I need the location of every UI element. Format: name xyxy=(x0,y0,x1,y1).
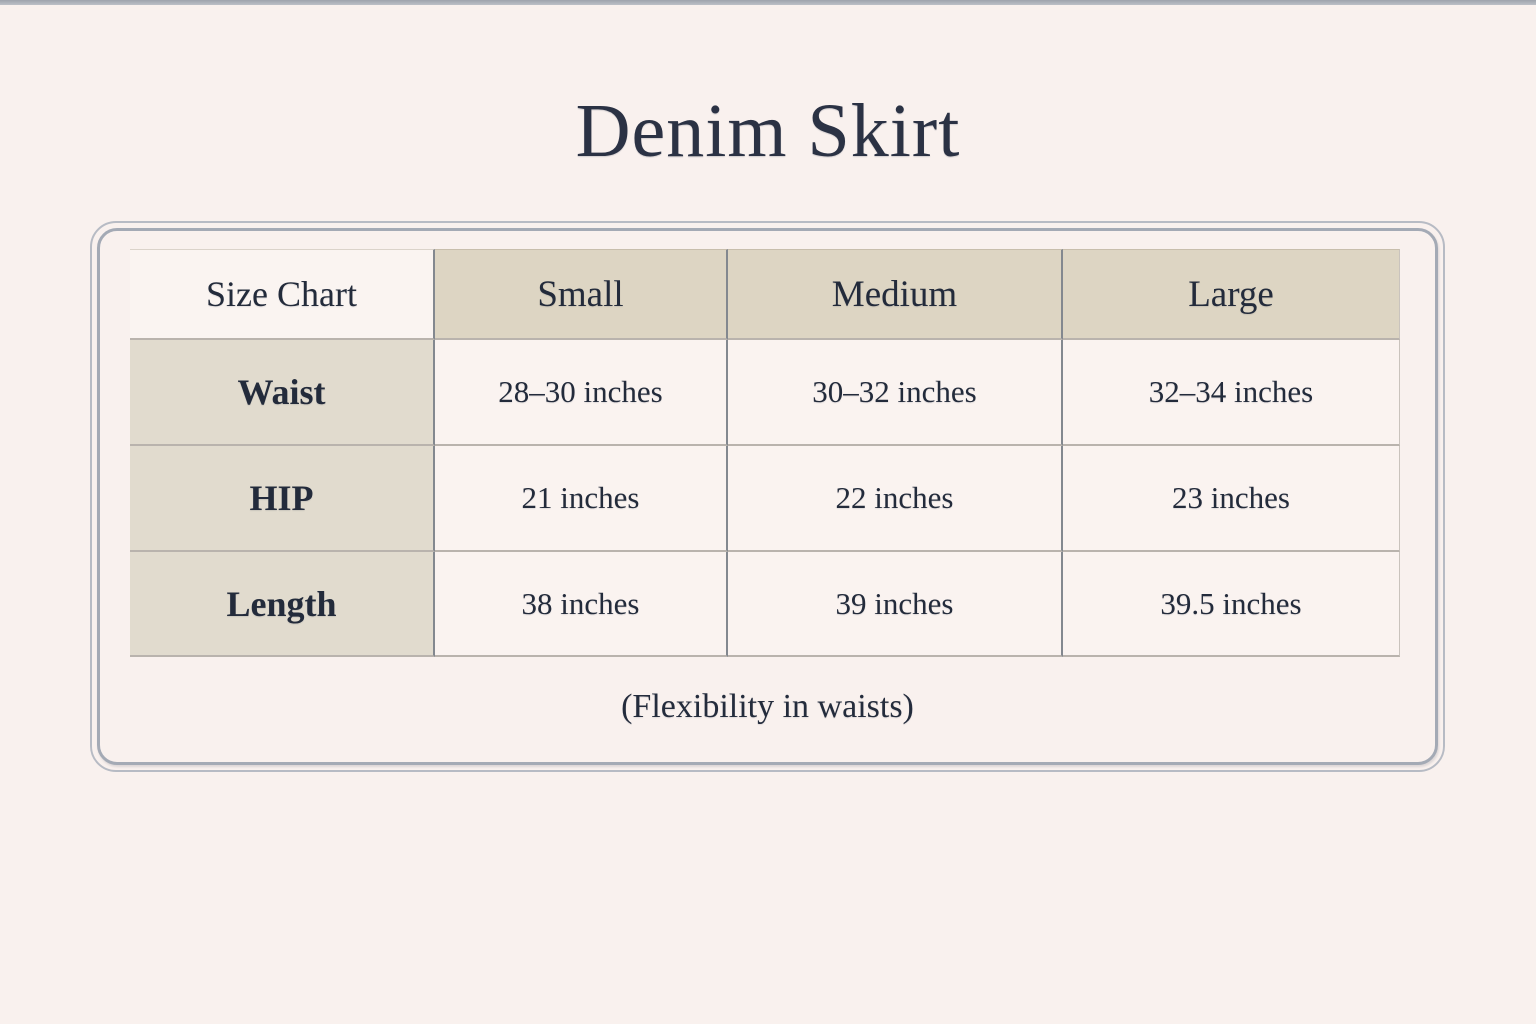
size-chart-card xyxy=(90,221,1445,772)
cell-length-small: 38 inches xyxy=(435,552,728,657)
column-header-large: Large xyxy=(1063,249,1400,340)
page-title: Denim Skirt xyxy=(575,89,961,173)
cell-hip-large: 23 inches xyxy=(1063,446,1400,552)
cell-waist-medium: 30–32 inches xyxy=(728,340,1063,446)
size-chart-table: Size Chart Small Medium Large Waist 28–3… xyxy=(130,249,1400,657)
row-label-waist: Waist xyxy=(130,340,435,446)
cell-length-large: 39.5 inches xyxy=(1063,552,1400,657)
cell-waist-large: 32–34 inches xyxy=(1063,340,1400,446)
column-header-medium: Medium xyxy=(728,249,1063,340)
card-inner-border xyxy=(97,228,1438,765)
table-corner-header: Size Chart xyxy=(130,249,435,340)
cell-length-medium: 39 inches xyxy=(728,552,1063,657)
cell-waist-small: 28–30 inches xyxy=(435,340,728,446)
row-label-length: Length xyxy=(130,552,435,657)
row-label-hip: HIP xyxy=(130,446,435,552)
cell-hip-medium: 22 inches xyxy=(728,446,1063,552)
cell-hip-small: 21 inches xyxy=(435,446,728,552)
column-header-small: Small xyxy=(435,249,728,340)
top-edge-strip xyxy=(0,0,1536,5)
flexibility-note: (Flexibility in waists) xyxy=(621,688,914,725)
